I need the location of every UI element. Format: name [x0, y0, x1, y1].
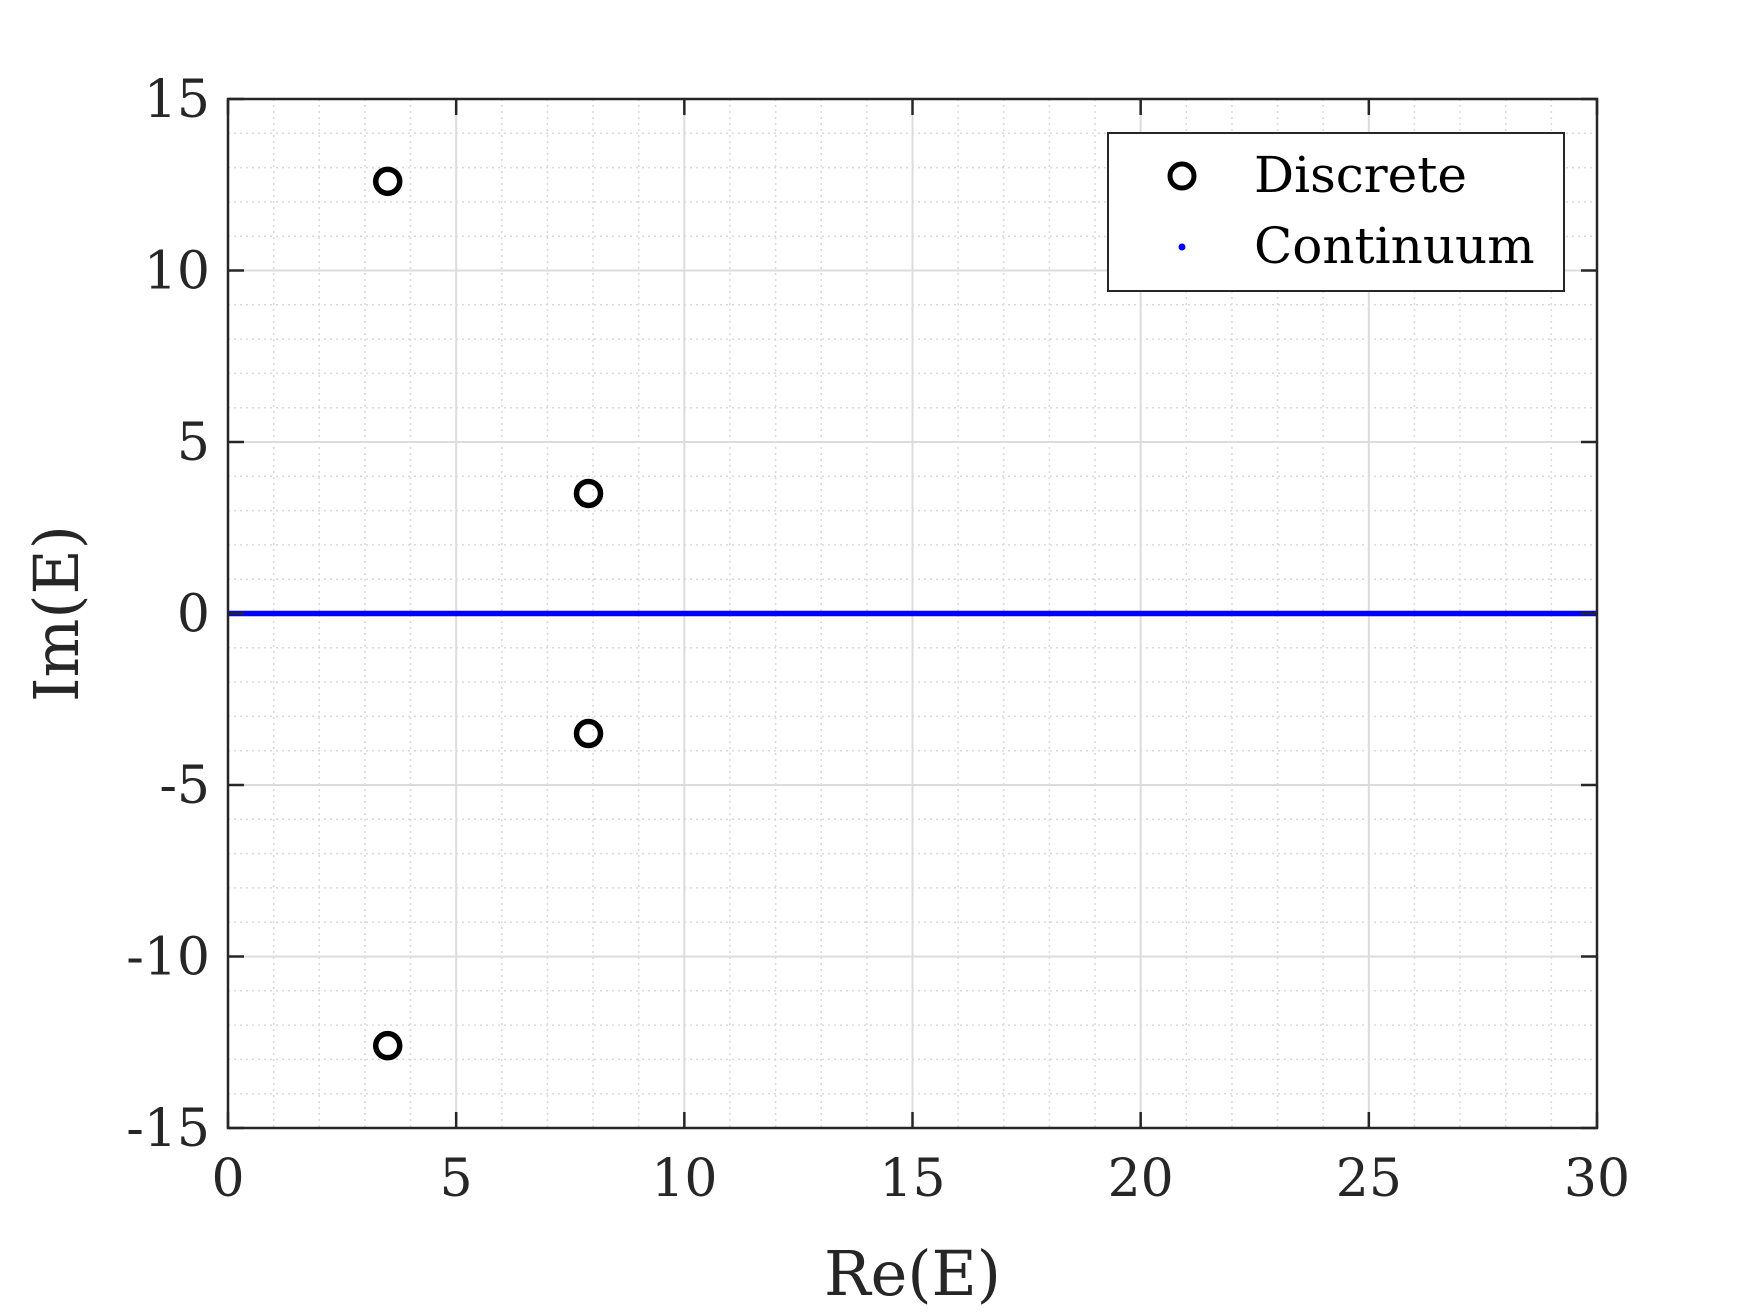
legend-discrete-marker [1167, 161, 1197, 191]
legend-continuum-marker [1178, 243, 1186, 251]
x-tick-label: 15 [879, 1149, 945, 1209]
y-tick-label: 5 [177, 413, 210, 473]
legend-box [1107, 132, 1565, 292]
y-axis-label: Im(E) [20, 525, 93, 702]
x-tick-label: 5 [440, 1149, 473, 1209]
x-tick-label: 30 [1564, 1149, 1630, 1209]
y-tick-labels: -15 -10 -5 0 5 10 15 [126, 70, 210, 1159]
x-tick-label: 10 [651, 1149, 717, 1209]
discrete-point [372, 1030, 403, 1061]
legend: Discrete Continuum [1107, 132, 1565, 292]
legend-discrete-label: Discrete [1254, 146, 1467, 204]
x-tick-label: 20 [1108, 1149, 1174, 1209]
x-axis-label: Re(E) [824, 1237, 1001, 1310]
legend-continuum-label: Continuum [1254, 217, 1535, 275]
y-tick-label: -15 [126, 1099, 210, 1159]
tick-marks [226, 97, 1599, 1130]
discrete-point [573, 478, 604, 509]
x-tick-label: 0 [211, 1149, 244, 1209]
series-layer [228, 166, 1597, 1061]
discrete-point [372, 166, 403, 197]
x-tick-label: 25 [1336, 1149, 1402, 1209]
discrete-point [573, 718, 604, 749]
y-tick-label: -10 [126, 928, 210, 988]
y-tick-label: 10 [144, 242, 210, 302]
y-tick-label: -5 [159, 756, 210, 816]
y-tick-label: 15 [144, 70, 210, 130]
x-tick-labels: 0 5 10 15 20 25 30 [211, 1149, 1630, 1209]
y-tick-label: 0 [177, 585, 210, 645]
